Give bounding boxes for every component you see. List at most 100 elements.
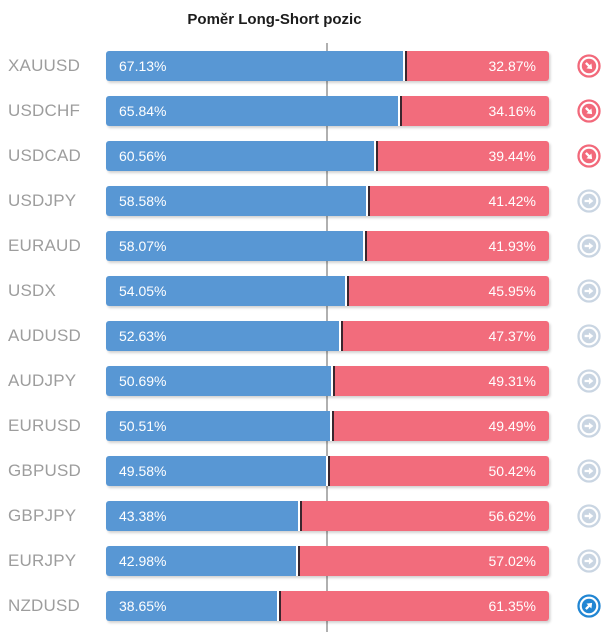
short-bar: 61.35% (279, 591, 549, 621)
trend-arrow (584, 287, 594, 295)
trend-neutral-icon[interactable] (577, 189, 601, 213)
long-bar: 50.69% (106, 366, 331, 396)
long-bar: 42.98% (106, 546, 297, 576)
trend-neutral-icon[interactable] (577, 504, 601, 528)
long-bar: 52.63% (106, 321, 340, 351)
long-bar: 38.65% (106, 591, 278, 621)
short-bar: 41.42% (367, 186, 549, 216)
short-value: 32.87% (488, 58, 536, 74)
short-value: 41.42% (488, 193, 536, 209)
trend-neutral-icon[interactable] (577, 279, 601, 303)
ratio-bar: 67.13% 32.87% (106, 51, 549, 81)
trend-neutral-icon[interactable] (577, 234, 601, 258)
trend-arrow (585, 62, 593, 70)
pair-label: USDJPY (8, 191, 77, 210)
ratio-bar: 65.84% 34.16% (106, 96, 549, 126)
trend-arrow (585, 107, 593, 115)
ratio-bar: 50.69% 49.31% (106, 366, 549, 396)
pair-row: AUDJPY 50.69% 49.31% (0, 366, 601, 396)
trend-arrow (584, 512, 594, 520)
short-value: 61.35% (488, 598, 536, 614)
pair-label: EURUSD (8, 416, 81, 435)
trend-arrow (584, 557, 594, 565)
long-value: 38.65% (119, 598, 167, 614)
long-value: 42.98% (119, 553, 167, 569)
ratio-bar: 54.05% 45.95% (106, 276, 549, 306)
short-bar: 34.16% (399, 96, 549, 126)
ratio-bar: 52.63% 47.37% (106, 321, 549, 351)
ratio-bar: 58.07% 41.93% (106, 231, 549, 261)
short-bar: 45.95% (347, 276, 549, 306)
trend-neutral-icon[interactable] (577, 414, 601, 438)
long-value: 49.58% (119, 463, 167, 479)
long-bar: 58.07% (106, 231, 364, 261)
long-value: 58.07% (119, 238, 167, 254)
trend-arrow (584, 467, 594, 475)
short-bar: 49.49% (331, 411, 549, 441)
trend-up-icon[interactable] (577, 594, 601, 618)
trend-down-icon[interactable] (577, 99, 601, 123)
pair-label: AUDUSD (8, 326, 81, 345)
short-value: 49.49% (488, 418, 536, 434)
trend-arrow (584, 377, 594, 385)
short-bar: 47.37% (341, 321, 549, 351)
ratio-bar: 42.98% 57.02% (106, 546, 549, 576)
trend-down-icon[interactable] (577, 54, 601, 78)
pair-row: GBPUSD 49.58% 50.42% (0, 456, 601, 486)
long-bar: 43.38% (106, 501, 299, 531)
long-value: 54.05% (119, 283, 167, 299)
short-bar: 50.42% (327, 456, 549, 486)
ratio-bar: 49.58% 50.42% (106, 456, 549, 486)
trend-neutral-icon[interactable] (577, 369, 601, 393)
long-bar: 58.58% (106, 186, 366, 216)
pair-label: EURJPY (8, 551, 77, 570)
pair-label: NZDUSD (8, 596, 81, 615)
short-value: 50.42% (488, 463, 536, 479)
pair-row: EURJPY 42.98% 57.02% (0, 546, 601, 576)
trend-arrow (584, 332, 594, 340)
long-value: 65.84% (119, 103, 167, 119)
short-value: 47.37% (488, 328, 536, 344)
pair-row: EURUSD 50.51% 49.49% (0, 411, 601, 441)
long-value: 52.63% (119, 328, 167, 344)
trend-neutral-icon[interactable] (577, 459, 601, 483)
ratio-bar: 38.65% 61.35% (106, 591, 549, 621)
trend-down-icon[interactable] (577, 144, 601, 168)
rows: XAUUSD 67.13% 32.87% USDCHF 65.84 (0, 51, 601, 636)
long-bar: 67.13% (106, 51, 404, 81)
long-value: 50.69% (119, 373, 167, 389)
long-value: 50.51% (119, 418, 167, 434)
short-bar: 39.44% (376, 141, 549, 171)
pair-row: AUDUSD 52.63% 47.37% (0, 321, 601, 351)
short-bar: 57.02% (298, 546, 549, 576)
pair-row: USDX 54.05% 45.95% (0, 276, 601, 306)
pair-label: AUDJPY (8, 371, 77, 390)
chart-title: Poměr Long-Short pozic (187, 11, 362, 28)
pair-row: USDCAD 60.56% 39.44% (0, 141, 601, 171)
short-value: 56.62% (488, 508, 536, 524)
trend-arrow (584, 197, 594, 205)
ratio-bar: 50.51% 49.49% (106, 411, 549, 441)
trend-arrow (585, 602, 593, 610)
ratio-bar: 60.56% 39.44% (106, 141, 549, 171)
pair-label: XAUUSD (8, 56, 81, 75)
pair-label: GBPJPY (8, 506, 77, 525)
trend-arrow (584, 242, 594, 250)
pair-label: GBPUSD (8, 461, 81, 480)
trend-neutral-icon[interactable] (577, 324, 601, 348)
short-value: 41.93% (488, 238, 536, 254)
long-bar: 54.05% (106, 276, 346, 306)
long-value: 58.58% (119, 193, 167, 209)
pair-row: XAUUSD 67.13% 32.87% (0, 51, 601, 81)
short-bar: 49.31% (332, 366, 549, 396)
trend-arrow (585, 152, 593, 160)
pair-row: USDCHF 65.84% 34.16% (0, 96, 601, 126)
short-value: 49.31% (488, 373, 536, 389)
pair-label: USDX (8, 281, 57, 300)
pair-row: NZDUSD 38.65% 61.35% (0, 591, 601, 621)
long-value: 67.13% (119, 58, 167, 74)
long-bar: 50.51% (106, 411, 330, 441)
long-value: 43.38% (119, 508, 167, 524)
trend-neutral-icon[interactable] (577, 549, 601, 573)
short-bar: 32.87% (405, 51, 549, 81)
